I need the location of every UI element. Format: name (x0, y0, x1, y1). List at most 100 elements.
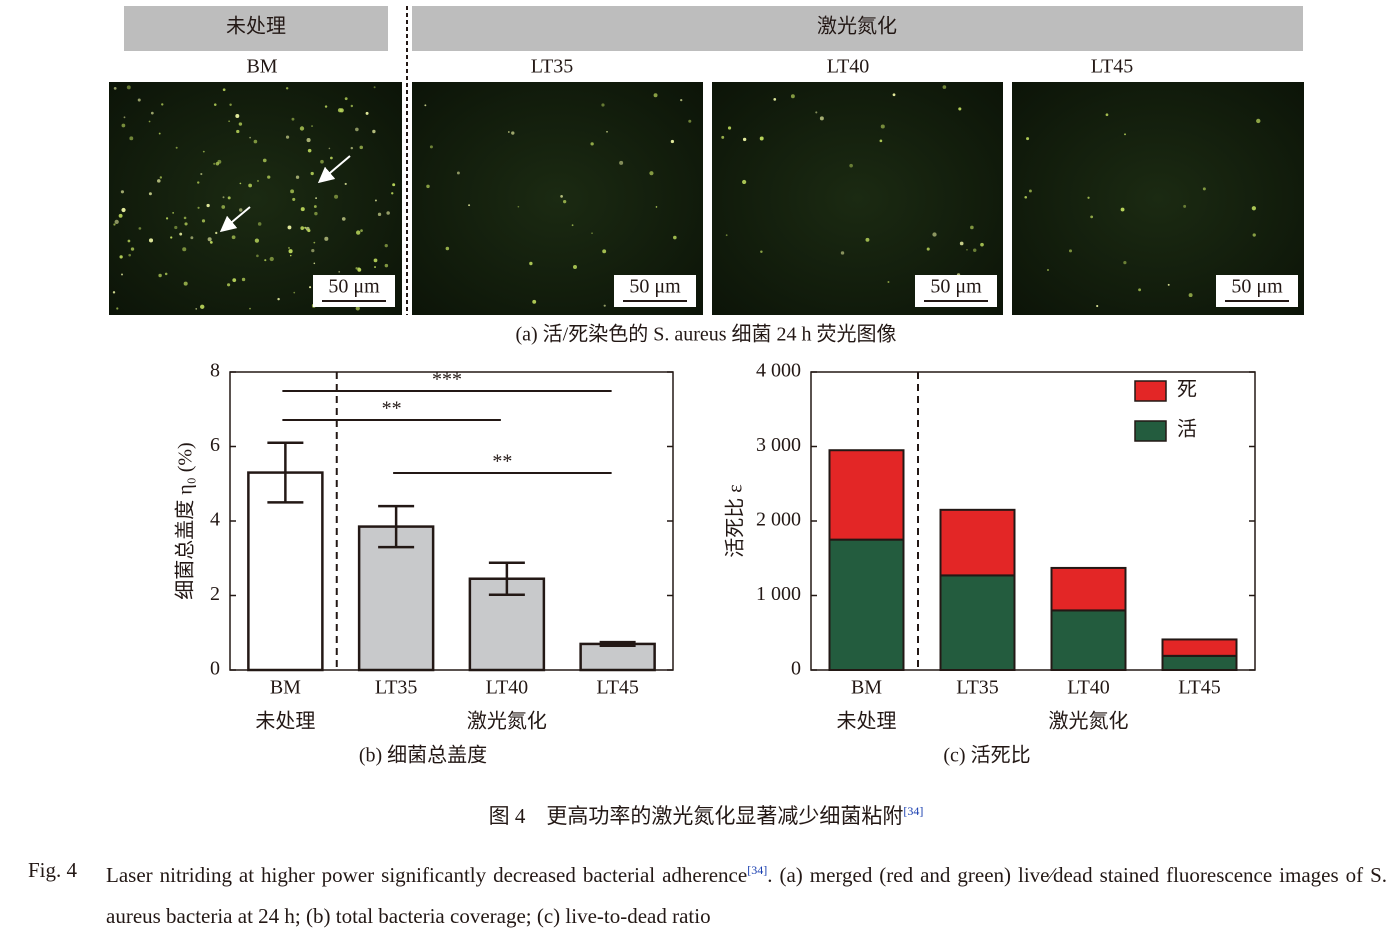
speck (299, 126, 305, 131)
speck (355, 127, 359, 132)
speck (1026, 137, 1030, 141)
speck (356, 230, 361, 235)
sample-label: LT40 (827, 56, 870, 78)
y-tick-label: 4 000 (756, 360, 801, 382)
speck (341, 217, 346, 221)
speck (1124, 133, 1126, 136)
speck (137, 98, 141, 102)
speck (673, 235, 677, 240)
x-tick-label: LT40 (1067, 677, 1110, 699)
speck (215, 231, 218, 235)
speck (202, 150, 205, 153)
speck (253, 139, 258, 144)
y-tick-label: 3 000 (756, 434, 801, 456)
speck (819, 116, 824, 121)
speck (892, 93, 896, 97)
x-tick-label: LT45 (596, 677, 639, 699)
header-bar (412, 6, 1303, 51)
arrow (219, 206, 251, 233)
speck (195, 307, 198, 310)
caption-body: Laser nitriding at higher power signific… (106, 850, 1387, 937)
speck (179, 232, 183, 236)
speck (1068, 249, 1073, 253)
speck (313, 262, 316, 265)
x-tick-label: LT45 (1178, 677, 1221, 699)
speck (206, 203, 210, 208)
speck (591, 232, 593, 235)
group-label: 激光氮化 (1049, 710, 1129, 733)
speck (114, 219, 119, 225)
speck (1046, 269, 1049, 272)
speck (942, 85, 947, 89)
speck (116, 307, 119, 310)
speck (127, 239, 131, 243)
speck (360, 229, 363, 232)
speck (1183, 204, 1187, 208)
speck (602, 249, 607, 254)
group-label: 未处理 (837, 710, 897, 733)
group-label: 激光氮化 (467, 710, 547, 733)
bar-segment (939, 574, 1016, 672)
speck (1120, 207, 1125, 212)
speck (249, 136, 251, 139)
speck (601, 103, 605, 107)
bar-segment (828, 538, 905, 671)
speck (324, 236, 329, 241)
speck (1188, 293, 1193, 298)
ref: [34] (747, 863, 768, 877)
y-tick-label: 2 000 (756, 509, 801, 531)
ref: [34] (903, 804, 924, 818)
speck (1251, 206, 1256, 211)
speck (377, 212, 382, 217)
bar (247, 471, 324, 672)
speck (123, 116, 126, 119)
speck (313, 205, 317, 208)
header: 未处理 (226, 15, 286, 38)
speck (184, 222, 188, 226)
speck (426, 184, 430, 189)
panel-caption: (b) 细菌总盖度 (359, 744, 487, 767)
speck (300, 226, 305, 230)
speck (289, 254, 292, 257)
speck (529, 261, 533, 266)
x-tick-label: LT35 (375, 677, 418, 699)
speck (128, 253, 131, 257)
speck (350, 146, 354, 150)
speck (314, 211, 318, 216)
speck (590, 142, 594, 146)
speck (241, 277, 246, 282)
speck (227, 196, 231, 200)
x-tick-label: LT35 (956, 677, 999, 699)
speck (113, 86, 117, 90)
speck (386, 211, 390, 215)
speck (932, 232, 937, 237)
speck (306, 138, 311, 143)
speck (311, 248, 315, 253)
speck (295, 175, 300, 179)
speck (373, 86, 376, 89)
speck (310, 171, 314, 176)
legend-swatch (1134, 420, 1167, 442)
speck (373, 258, 378, 263)
speck (970, 225, 974, 230)
speck (148, 192, 152, 196)
legend-label: 死 (1177, 379, 1197, 401)
plot-frame (810, 371, 1256, 671)
speck (126, 85, 131, 90)
scale-label: 50 μm (1231, 276, 1283, 298)
zh-caption: 图 4 更高功率的激光氮化显著减少细菌粘附[34] (0, 800, 1395, 830)
sample-label: LT35 (531, 56, 574, 78)
speck (344, 182, 347, 186)
speck (201, 219, 206, 223)
speck (157, 179, 161, 183)
speck (606, 130, 608, 133)
speck (355, 267, 358, 270)
speck (222, 196, 225, 199)
speck (159, 176, 163, 179)
speck (560, 195, 563, 198)
speck (688, 119, 692, 123)
speck (973, 248, 977, 252)
speck (359, 145, 364, 150)
speck (182, 247, 187, 252)
speck (232, 278, 237, 283)
